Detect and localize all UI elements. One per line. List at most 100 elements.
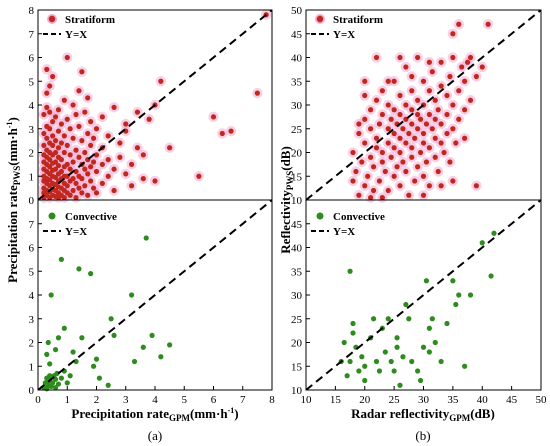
data-point	[385, 187, 391, 194]
data-point	[76, 123, 82, 129]
data-point	[88, 119, 94, 125]
data-point	[370, 187, 377, 194]
data-point	[350, 178, 356, 184]
x-axis-label-a: Precipitation rateGPM(mm·h-1)	[71, 406, 238, 423]
data-point	[50, 119, 56, 125]
y-tick-label: 35	[291, 266, 303, 278]
data-point	[397, 135, 403, 141]
data-point	[391, 145, 397, 151]
data-point	[453, 140, 459, 146]
data-point	[210, 114, 217, 120]
data-point	[450, 278, 456, 284]
data-point	[73, 168, 79, 175]
data-point	[93, 168, 100, 175]
y-tick-label: 7	[29, 219, 35, 231]
y-tick-label: 5	[29, 76, 35, 88]
data-point	[379, 159, 385, 165]
data-point	[44, 135, 50, 141]
y-tick-label: 7	[29, 29, 35, 41]
data-point	[52, 138, 59, 144]
data-point	[441, 149, 447, 156]
x-tick-label: 2	[94, 394, 100, 406]
legend-yx-label: Y=X	[333, 29, 355, 41]
ticks-b: 10 15 20 25 30 35 40 45 50 10 15 20 25 30 35 40 45 10 15 20…	[291, 5, 547, 406]
data-point	[462, 107, 468, 113]
data-point	[70, 135, 76, 141]
data-point	[93, 190, 100, 196]
data-point	[382, 349, 388, 355]
data-point	[444, 130, 450, 137]
data-point	[394, 344, 400, 350]
data-point	[70, 102, 76, 108]
data-point	[55, 381, 62, 387]
data-point	[429, 126, 435, 132]
data-point	[376, 178, 383, 184]
y-tick-label: 6	[29, 243, 35, 255]
data-point	[370, 164, 377, 170]
y-axis-label-a: Precipitation ratePWS(mm·h-1)	[5, 117, 22, 283]
data-point	[99, 180, 105, 186]
data-point	[394, 164, 400, 170]
data-point	[379, 149, 385, 156]
y-tick-label: 25	[291, 124, 303, 136]
data-point	[52, 149, 59, 156]
data-point	[473, 73, 479, 80]
data-point	[368, 126, 374, 132]
data-point	[462, 363, 468, 369]
data-point	[403, 168, 409, 175]
data-point	[362, 140, 368, 146]
data-point	[67, 152, 73, 158]
data-point	[134, 109, 141, 115]
data-point	[341, 339, 347, 346]
data-point	[70, 187, 76, 194]
data-point	[385, 140, 391, 146]
y-tick-label: 1	[29, 171, 35, 183]
data-point	[409, 121, 415, 127]
data-point	[385, 102, 391, 108]
data-point	[99, 161, 105, 167]
data-point	[64, 116, 70, 122]
data-point	[79, 138, 85, 144]
data-point	[55, 162, 62, 169]
data-point	[48, 292, 54, 298]
data-point	[356, 130, 362, 137]
data-point	[350, 320, 356, 327]
data-point	[453, 301, 459, 308]
data-point	[55, 145, 62, 151]
x-tick-label: 5	[182, 394, 188, 406]
data-point	[79, 190, 85, 196]
legend-stratiform-marker	[48, 15, 56, 23]
data-point	[362, 116, 368, 122]
y-tick-label: 10	[291, 195, 303, 207]
data-point	[385, 316, 391, 322]
panel-b: 10 15 20 25 30 35 40 45 50 10 15 20 25 30 35 40 45 10 15 20…	[278, 5, 547, 443]
legend-yx-label: Y=X	[333, 226, 355, 238]
data-point	[76, 266, 82, 272]
data-point	[44, 66, 50, 72]
data-point	[397, 54, 403, 61]
data-point	[409, 145, 415, 151]
data-point	[423, 159, 430, 165]
data-point	[456, 88, 462, 94]
data-point	[79, 335, 85, 341]
data-point	[467, 97, 474, 103]
data-point	[426, 349, 432, 355]
x-tick-label: 30	[418, 394, 430, 406]
data-point	[379, 111, 385, 118]
data-point	[79, 69, 85, 75]
data-point	[385, 78, 391, 84]
x-tick-label: 50	[536, 394, 548, 406]
data-point	[409, 107, 415, 113]
data-point	[76, 154, 82, 160]
data-point	[409, 358, 415, 365]
legend-stratiform-marker	[316, 15, 324, 23]
data-point	[85, 192, 91, 198]
stratiform-points-b	[347, 19, 494, 203]
data-point	[432, 116, 438, 122]
data-point	[67, 166, 73, 172]
data-point	[85, 171, 91, 177]
data-point	[467, 292, 474, 298]
data-point	[403, 140, 409, 146]
y-tick-label: 25	[291, 314, 303, 326]
panel-a: 0 1 2 3 4 5 6 7 8 0 1 2 3 4 5 6 7 0 1 2 3 4 5 6 7 8 Stratiform Y=…	[5, 5, 275, 443]
